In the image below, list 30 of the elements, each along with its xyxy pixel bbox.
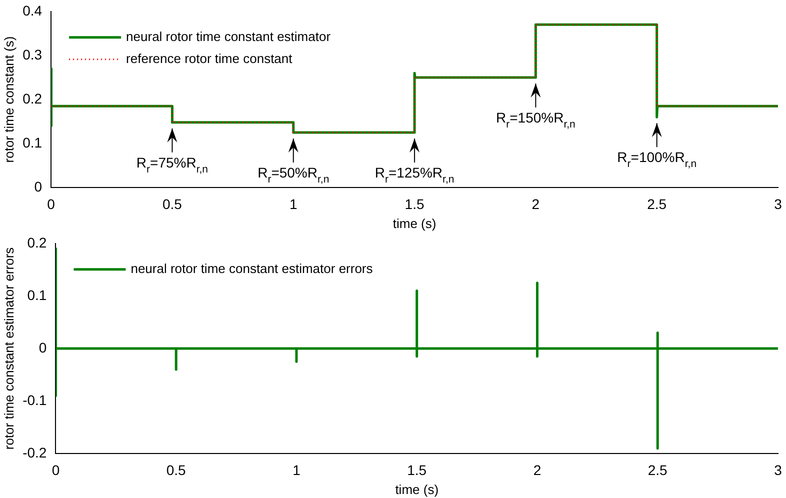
- x-tick-label: 2.5: [647, 196, 667, 212]
- x-tick-label: 3: [774, 462, 782, 478]
- x-axis-title: time (s): [395, 482, 439, 497]
- y-axis-title: rotor time constant (s): [1, 36, 16, 163]
- x-tick-label: 2: [532, 196, 540, 212]
- x-axis-title: time (s): [392, 216, 436, 231]
- legend-label: neural rotor time constant estimator errors: [130, 260, 374, 276]
- x-tick-label: 3: [774, 196, 782, 212]
- y-tick-label: 0.3: [22, 46, 42, 62]
- legend-label: neural rotor time constant estimator: [126, 28, 332, 44]
- legend-label: reference rotor time constant: [126, 50, 293, 66]
- x-tick-label: 2: [533, 462, 542, 478]
- x-tick-label: 0.5: [162, 196, 182, 212]
- y-axis-title: rotor time constant estimator errors: [1, 246, 16, 450]
- y-tick-label: 0.2: [27, 234, 47, 250]
- y-tick-label: 0: [38, 339, 47, 356]
- y-tick-label: -0.2: [22, 444, 47, 460]
- x-tick-label: 1: [292, 462, 301, 478]
- y-tick-label: -0.1: [22, 392, 47, 408]
- y-tick-label: 0: [34, 178, 42, 194]
- x-tick-label: 1: [289, 196, 298, 212]
- x-tick-label: 1.5: [404, 196, 424, 212]
- y-tick-label: 0.1: [27, 286, 47, 303]
- x-tick-label: 0.5: [166, 462, 186, 478]
- x-tick-label: 1.5: [407, 462, 427, 478]
- y-tick-label: 0.4: [22, 2, 42, 18]
- y-tick-label: 0.2: [22, 90, 42, 106]
- y-tick-label: 0.1: [22, 134, 42, 150]
- x-tick-label: 0: [52, 462, 60, 478]
- x-tick-label: 2.5: [648, 462, 668, 478]
